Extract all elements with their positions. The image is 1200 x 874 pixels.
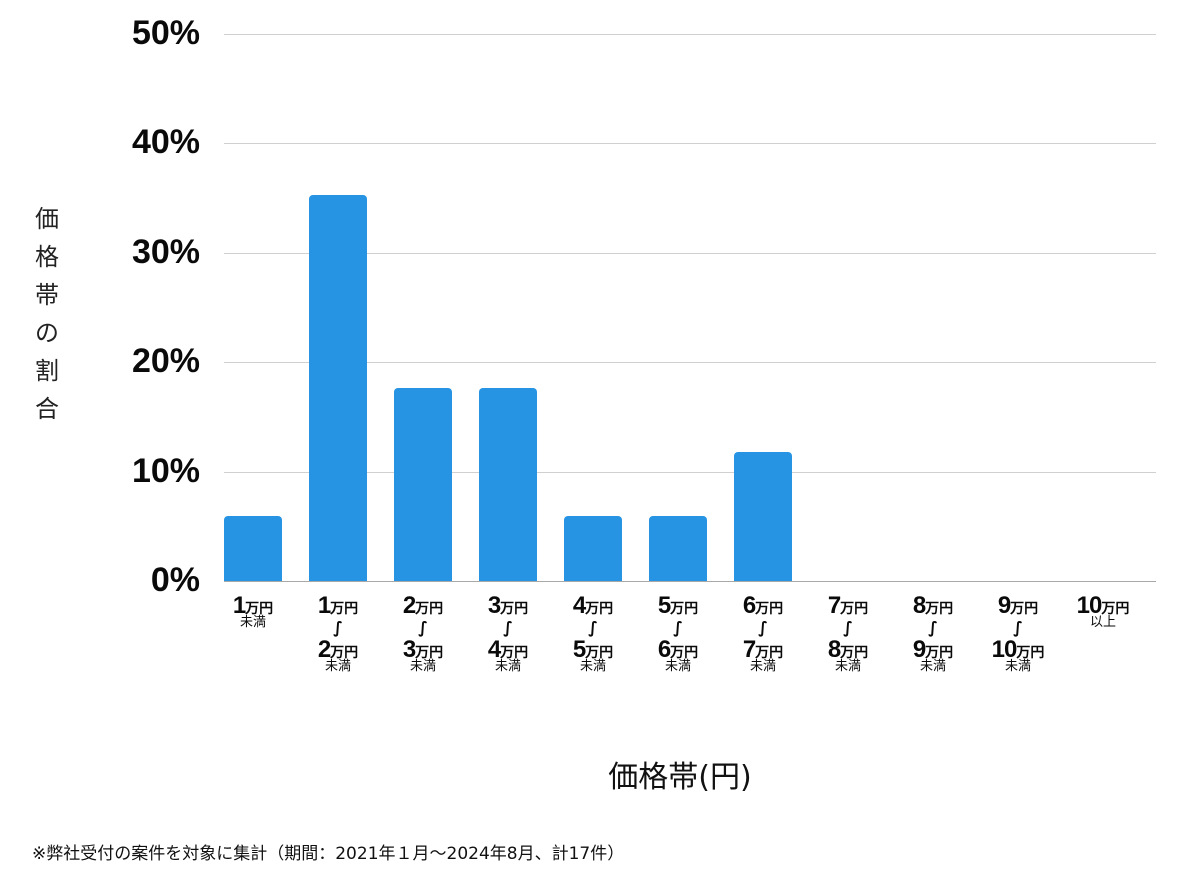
x-tick-suffix: 未満 xyxy=(749,659,776,674)
y-tick-label: 10% xyxy=(131,451,200,490)
range-tilde: ∫ xyxy=(418,618,428,637)
x-tick-label: 6万円 ∫ 7万円 未満 xyxy=(721,594,805,676)
x-tick-to: 6 xyxy=(657,636,671,663)
x-tick-to: 3 xyxy=(402,636,416,663)
x-tick-suffix: 未満 xyxy=(664,659,691,674)
x-tick-to: 4 xyxy=(487,636,501,663)
x-tick-from: 10 xyxy=(1076,592,1103,619)
y-axis-label-char: 格 xyxy=(35,243,59,271)
x-tick-from: 5 xyxy=(657,592,671,619)
y-axis-label-char: 合 xyxy=(35,395,59,423)
gridline xyxy=(224,471,1156,473)
y-axis-label: 価 格 帯 の 割 合 xyxy=(30,200,64,428)
range-tilde: ∫ xyxy=(843,618,853,637)
x-tick-label: 1万円 未満 xyxy=(211,594,295,632)
y-tick-label: 0% xyxy=(150,561,200,599)
x-tick-unit: 万円 xyxy=(1101,601,1130,617)
x-tick-unit: 万円 xyxy=(1010,601,1039,617)
x-tick-to: 7 xyxy=(742,636,756,663)
x-tick-unit: 万円 xyxy=(925,645,954,661)
x-tick-to: 10 xyxy=(991,636,1018,663)
x-tick-from: 7 xyxy=(827,592,841,619)
range-tilde: ∫ xyxy=(1013,618,1023,637)
range-tilde: ∫ xyxy=(673,618,683,637)
x-tick-to: 9 xyxy=(912,636,926,663)
range-tilde: ∫ xyxy=(758,618,768,637)
gridline xyxy=(224,252,1156,254)
bar xyxy=(394,388,452,581)
bar xyxy=(734,451,792,581)
y-tick-label: 50% xyxy=(131,14,200,52)
y-axis-label-char: 割 xyxy=(35,357,59,385)
x-tick-suffix: 未満 xyxy=(1004,659,1031,674)
x-axis-baseline xyxy=(224,581,1156,582)
bar xyxy=(479,388,537,581)
range-tilde: ∫ xyxy=(928,618,938,637)
y-tick-label: 20% xyxy=(131,342,200,381)
x-tick-unit: 万円 xyxy=(245,601,274,617)
x-tick-unit: 万円 xyxy=(585,601,614,617)
x-tick-suffix: 未満 xyxy=(324,659,351,674)
x-tick-suffix: 未満 xyxy=(409,659,436,674)
x-tick-to: 8 xyxy=(827,636,841,663)
x-tick-to: 2 xyxy=(317,636,331,663)
range-tilde: ∫ xyxy=(588,618,598,637)
x-tick-label: 10万円 以上 xyxy=(1061,594,1145,632)
x-tick-from: 8 xyxy=(912,592,926,619)
x-tick-unit: 万円 xyxy=(755,601,784,617)
range-tilde: ∫ xyxy=(503,618,513,637)
x-tick-unit: 万円 xyxy=(755,645,784,661)
x-tick-label: 7万円 ∫ 8万円 未満 xyxy=(806,594,890,676)
x-tick-unit: 万円 xyxy=(840,601,869,617)
y-axis-label-char: 帯 xyxy=(35,281,59,309)
x-tick-unit: 万円 xyxy=(415,645,444,661)
x-tick-unit: 万円 xyxy=(500,601,529,617)
x-tick-label: 1万円 ∫ 2万円 未満 xyxy=(296,594,380,676)
x-tick-unit: 万円 xyxy=(840,645,869,661)
x-tick-unit: 万円 xyxy=(670,601,699,617)
y-axis-label-char: の xyxy=(35,319,59,347)
x-tick-unit: 万円 xyxy=(415,601,444,617)
x-tick-suffix: 未満 xyxy=(239,615,266,630)
x-tick-unit: 万円 xyxy=(925,601,954,617)
x-tick-from: 3 xyxy=(487,592,501,619)
y-tick-label: 30% xyxy=(131,232,200,271)
bar xyxy=(224,516,282,581)
gridline xyxy=(224,143,1156,145)
x-tick-label: 8万円 ∫ 9万円 未満 xyxy=(891,594,975,676)
x-tick-suffix: 以上 xyxy=(1089,615,1116,630)
x-tick-label: 2万円 ∫ 3万円 未満 xyxy=(381,594,465,676)
x-tick-label: 9万円 ∫ 10万円 未満 xyxy=(976,594,1060,676)
x-tick-to: 5 xyxy=(572,636,586,663)
x-tick-unit: 万円 xyxy=(585,645,614,661)
bar xyxy=(309,194,367,581)
x-tick-unit: 万円 xyxy=(1016,645,1045,661)
y-tick-label: 40% xyxy=(131,123,200,162)
x-tick-label: 3万円 ∫ 4万円 未満 xyxy=(466,594,550,676)
x-tick-suffix: 未満 xyxy=(579,659,606,674)
x-tick-unit: 万円 xyxy=(500,645,529,661)
x-tick-suffix: 未満 xyxy=(494,659,521,674)
bar xyxy=(649,516,707,581)
x-tick-from: 4 xyxy=(572,592,586,619)
x-tick-unit: 万円 xyxy=(670,645,699,661)
x-tick-from: 6 xyxy=(742,592,756,619)
range-tilde: ∫ xyxy=(333,618,343,637)
x-tick-from: 1 xyxy=(232,592,246,619)
x-tick-from: 2 xyxy=(402,592,416,619)
y-axis-label-char: 価 xyxy=(35,205,59,233)
x-tick-unit: 万円 xyxy=(330,601,359,617)
x-tick-from: 9 xyxy=(997,592,1011,619)
gridline xyxy=(224,362,1156,364)
x-tick-label: 4万円 ∫ 5万円 未満 xyxy=(551,594,635,676)
x-tick-from: 1 xyxy=(317,592,331,619)
x-tick-suffix: 未満 xyxy=(834,659,861,674)
x-tick-unit: 万円 xyxy=(330,645,359,661)
x-tick-suffix: 未満 xyxy=(919,659,946,674)
x-axis-label: 価格帯(円) xyxy=(608,760,752,795)
bar xyxy=(564,516,622,581)
gridline xyxy=(224,34,1156,35)
footnote: ※弊社受付の案件を対象に集計（期間：2021年１月〜2024年8月、計17件） xyxy=(32,844,625,864)
x-tick-label: 5万円 ∫ 6万円 未満 xyxy=(636,594,720,676)
